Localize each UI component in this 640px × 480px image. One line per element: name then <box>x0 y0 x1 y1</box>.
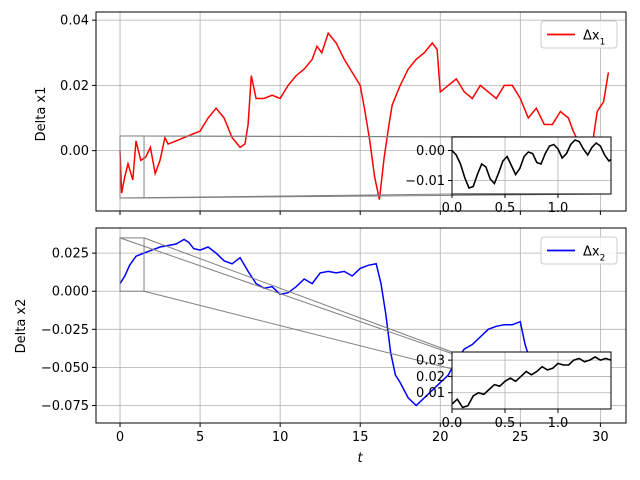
legend: Δx2 <box>540 236 618 265</box>
x-tick-label: 30 <box>592 430 609 445</box>
inset-axes: 0.0 0.5 1.0 0.00 −0.01 <box>405 136 612 216</box>
top-axes: 0.00 0.02 0.04 Δx1 0.0 0.5 1.0 0.00 −0.01 <box>60 11 627 216</box>
bottom-axes: 0 5 10 15 20 25 30 0.025 0.000 −0.025 −0.050 −0.075… <box>41 227 627 445</box>
y-axis-label-top: Delta x1 <box>34 87 49 142</box>
y-tick-label: 0.000 <box>52 285 89 300</box>
y-axis-label-bottom: Delta x2 <box>14 299 29 354</box>
inset-x-tick-label: 0.0 <box>442 416 463 431</box>
inset-y-tick-label: 0.00 <box>416 144 445 159</box>
series-line-1 <box>119 31 610 200</box>
zoom-region-box <box>119 135 145 199</box>
axes-frame <box>95 227 627 424</box>
inset-y-tick-label: −0.01 <box>405 174 445 189</box>
y-tick-label: −0.025 <box>41 323 89 338</box>
y-tick-label: 0.025 <box>52 247 89 262</box>
zoom-connector <box>120 193 453 199</box>
inset-series-line <box>451 355 612 409</box>
zoom-region-box <box>119 237 145 292</box>
x-tick-label: 10 <box>272 430 289 445</box>
inset-x-tick-label: 1.0 <box>548 201 569 216</box>
inset-x-tick-label: 1.0 <box>548 416 569 431</box>
inset-y-tick-label: 0.02 <box>416 370 445 385</box>
inset-frame <box>451 351 612 410</box>
legend-entry-subscript: 2 <box>600 254 606 264</box>
grid <box>96 12 626 211</box>
inset-x-tick-label: 0.5 <box>495 201 516 216</box>
axes-frame <box>95 11 627 212</box>
x-axis-label: t <box>357 451 363 466</box>
inset-axes: 0.0 0.5 1.0 0.010.020.03 <box>416 351 612 431</box>
legend: Δx1 <box>540 20 618 49</box>
inset-frame <box>451 136 612 195</box>
inset-y-tick-label: 0.01 <box>416 386 445 401</box>
y-tick-label: −0.050 <box>41 361 89 376</box>
legend-box <box>540 236 618 265</box>
y-tick-label: 0.02 <box>60 79 89 94</box>
legend-entry-subscript: 1 <box>600 38 606 48</box>
zoom-connector <box>144 193 612 199</box>
x-tick-label: 20 <box>432 430 449 445</box>
y-tick-label: 0.04 <box>60 14 89 29</box>
series-line-2 <box>119 238 537 407</box>
inset-background <box>452 137 611 194</box>
inset-x-tick-label: 0.0 <box>442 201 463 216</box>
x-tick-label: 0 <box>116 430 124 445</box>
legend-box <box>540 20 618 49</box>
inset-y-tick-label: 0.03 <box>416 354 445 369</box>
inset-x-tick-label: 0.5 <box>495 416 516 431</box>
x-tick-label: 15 <box>352 430 369 445</box>
y-tick-label: 0.00 <box>60 144 89 159</box>
x-tick-label: 5 <box>196 430 204 445</box>
inset-series-line <box>451 139 612 190</box>
x-tick-label: 25 <box>512 430 529 445</box>
zoom-connector <box>143 237 453 353</box>
y-tick-label: −0.075 <box>41 399 89 414</box>
